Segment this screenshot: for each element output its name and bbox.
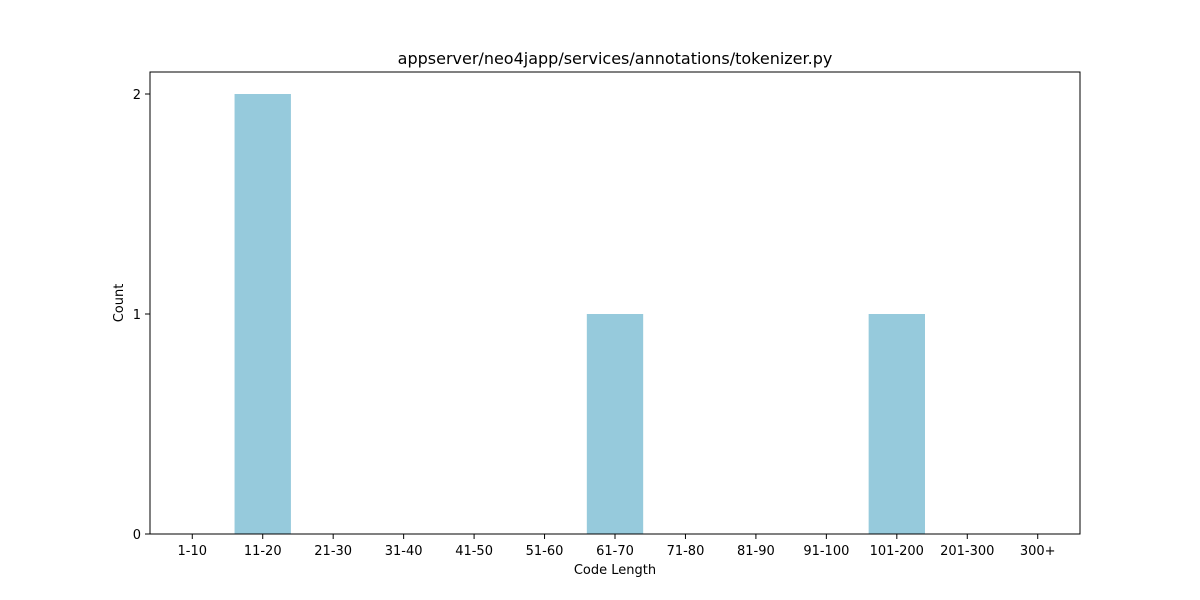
x-tick-label: 201-300	[940, 544, 994, 559]
bar-101-200	[868, 314, 925, 534]
chart-title: appserver/neo4japp/services/annotations/…	[398, 49, 833, 68]
x-tick-label: 41-50	[455, 544, 493, 559]
x-tick-label: 71-80	[667, 544, 705, 559]
x-tick-label: 51-60	[526, 544, 564, 559]
x-tick-label: 11-20	[244, 544, 282, 559]
y-axis-ticks: 0 1 2	[133, 88, 150, 543]
bar-61-70	[586, 314, 644, 534]
y-tick-label: 2	[133, 88, 141, 103]
x-tick-label: 1-10	[178, 544, 208, 559]
x-tick-label: 31-40	[385, 544, 423, 559]
x-tick-label: 101-200	[870, 544, 924, 559]
bar-11-20	[234, 94, 291, 534]
x-tick-label: 61-70	[596, 544, 634, 559]
y-tick-label: 0	[133, 528, 141, 543]
bars-group	[234, 94, 925, 534]
x-tick-label: 300+	[1020, 544, 1056, 559]
x-axis-ticks: 1-10 11-20 21-30 31-40 41-50 51-60 61-70 71-80 8…	[178, 534, 1056, 559]
y-tick-label: 1	[133, 308, 141, 323]
x-axis-label: Code Length	[574, 563, 656, 578]
x-tick-label: 21-30	[314, 544, 352, 559]
x-tick-label: 81-90	[737, 544, 775, 559]
y-axis-label: Count	[112, 284, 127, 323]
x-tick-label: 91-100	[803, 544, 849, 559]
